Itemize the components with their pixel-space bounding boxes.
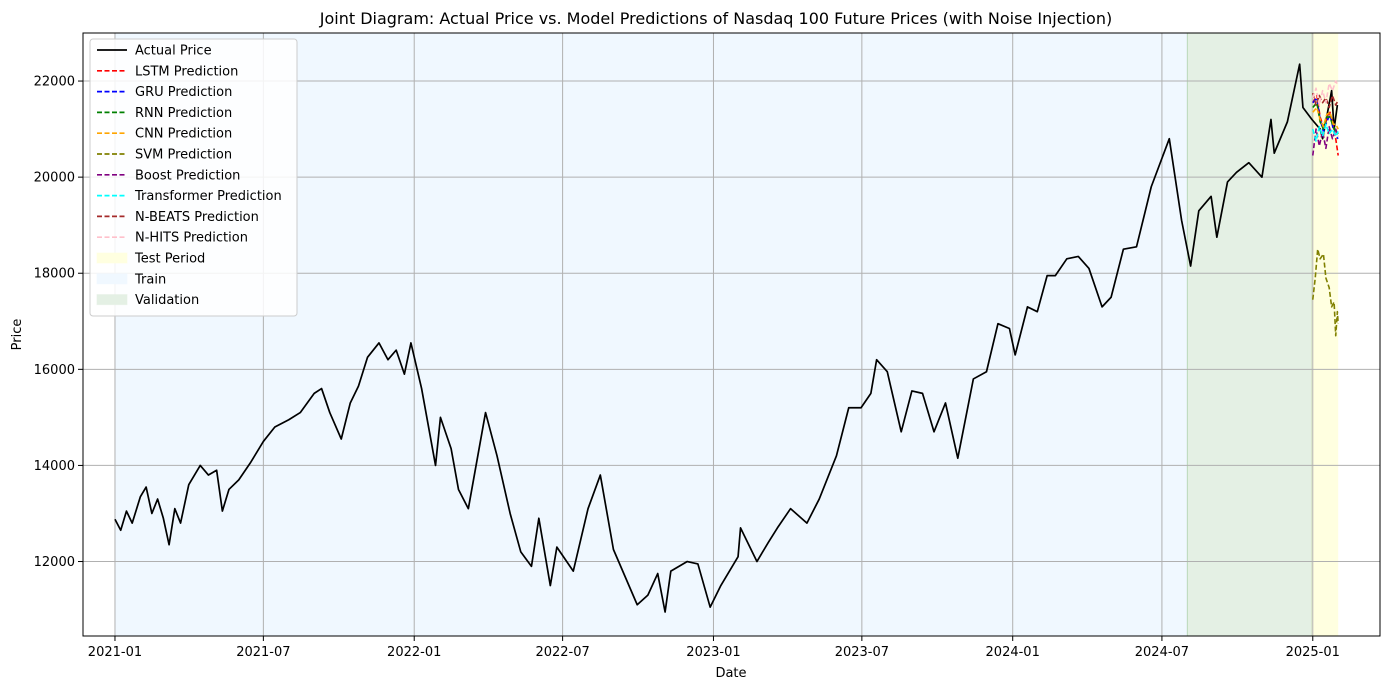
legend-item-n-hits-prediction: N-HITS Prediction <box>97 231 248 246</box>
legend-item-validation: Validation <box>96 293 199 308</box>
y-tick-label: 12000 <box>34 555 75 570</box>
legend-label: Train <box>134 272 166 287</box>
legend-label: Validation <box>135 293 199 308</box>
legend-label: Boost Prediction <box>135 168 240 183</box>
legend-item-rnn-prediction: RNN Prediction <box>97 106 232 121</box>
regions-layer <box>114 33 1339 636</box>
legend-item-transformer-prediction: Transformer Prediction <box>97 189 282 204</box>
legend: Actual Price LSTM Prediction GRU Predictio… <box>89 38 298 317</box>
y-axis-label: Price <box>10 319 25 351</box>
grid-layer <box>83 33 1380 636</box>
plot-frame <box>82 32 1381 637</box>
legend-item-boost-prediction: Boost Prediction <box>97 168 240 183</box>
legend-label: RNN Prediction <box>135 106 232 121</box>
legend-item-train: Train <box>96 272 166 287</box>
legend-box <box>89 38 298 317</box>
x-tick-label: 2023-07 <box>835 645 889 660</box>
legend-label: N-HITS Prediction <box>135 231 248 246</box>
x-tick-label: 2023-01 <box>686 645 740 660</box>
legend-item-cnn-prediction: CNN Prediction <box>97 127 232 142</box>
legend-item-actual-price: Actual Price <box>97 44 212 59</box>
x-axis-label: Date <box>715 666 746 681</box>
legend-label: Transformer Prediction <box>134 189 282 204</box>
y-axis: 12000 14000 16000 18000 20000 22000 <box>34 75 83 570</box>
legend-swatch <box>96 252 128 264</box>
legend-label: GRU Prediction <box>135 85 232 100</box>
legend-label: Actual Price <box>135 44 212 59</box>
x-tick-label: 2022-07 <box>535 645 589 660</box>
legend-swatch <box>96 273 128 285</box>
chart-title: Joint Diagram: Actual Price vs. Model Pr… <box>319 9 1112 28</box>
x-tick-label: 2025-01 <box>1286 645 1340 660</box>
legend-item-lstm-prediction: LSTM Prediction <box>97 64 238 79</box>
legend-label: LSTM Prediction <box>135 64 238 79</box>
legend-label: CNN Prediction <box>135 127 232 142</box>
x-tick-label: 2021-01 <box>88 645 142 660</box>
x-tick-label: 2021-07 <box>236 645 290 660</box>
region-validation <box>1187 33 1312 636</box>
legend-item-gru-prediction: GRU Prediction <box>97 85 232 100</box>
series-n-beats-prediction <box>1311 92 1339 109</box>
y-tick-label: 16000 <box>34 363 75 378</box>
x-tick-label: 2024-07 <box>1135 645 1189 660</box>
legend-item-test-period: Test Period <box>96 252 205 267</box>
y-tick-label: 14000 <box>34 459 75 474</box>
legend-swatch <box>96 294 128 306</box>
x-axis: 2021-01 2021-07 2022-01 2022-07 2023-01 2023-… <box>88 636 1340 660</box>
x-tick-label: 2024-01 <box>986 645 1040 660</box>
legend-label: Test Period <box>134 252 205 267</box>
legend-label: SVM Prediction <box>135 148 232 163</box>
series-n-hits-prediction <box>1312 80 1339 106</box>
series-rnn-prediction <box>1312 101 1339 135</box>
legend-item-n-beats-prediction: N-BEATS Prediction <box>97 210 259 225</box>
y-tick-label: 22000 <box>34 75 75 90</box>
series-actual-price <box>114 63 1339 613</box>
series-svm-prediction <box>1311 248 1339 337</box>
series-layer <box>114 63 1339 613</box>
x-tick-label: 2022-01 <box>387 645 441 660</box>
y-tick-label: 20000 <box>34 171 75 186</box>
series-cnn-prediction <box>1312 106 1339 130</box>
series-transformer-prediction <box>1311 123 1339 142</box>
y-tick-label: 18000 <box>34 267 75 282</box>
legend-item-svm-prediction: SVM Prediction <box>97 148 232 163</box>
legend-label: N-BEATS Prediction <box>135 210 259 225</box>
